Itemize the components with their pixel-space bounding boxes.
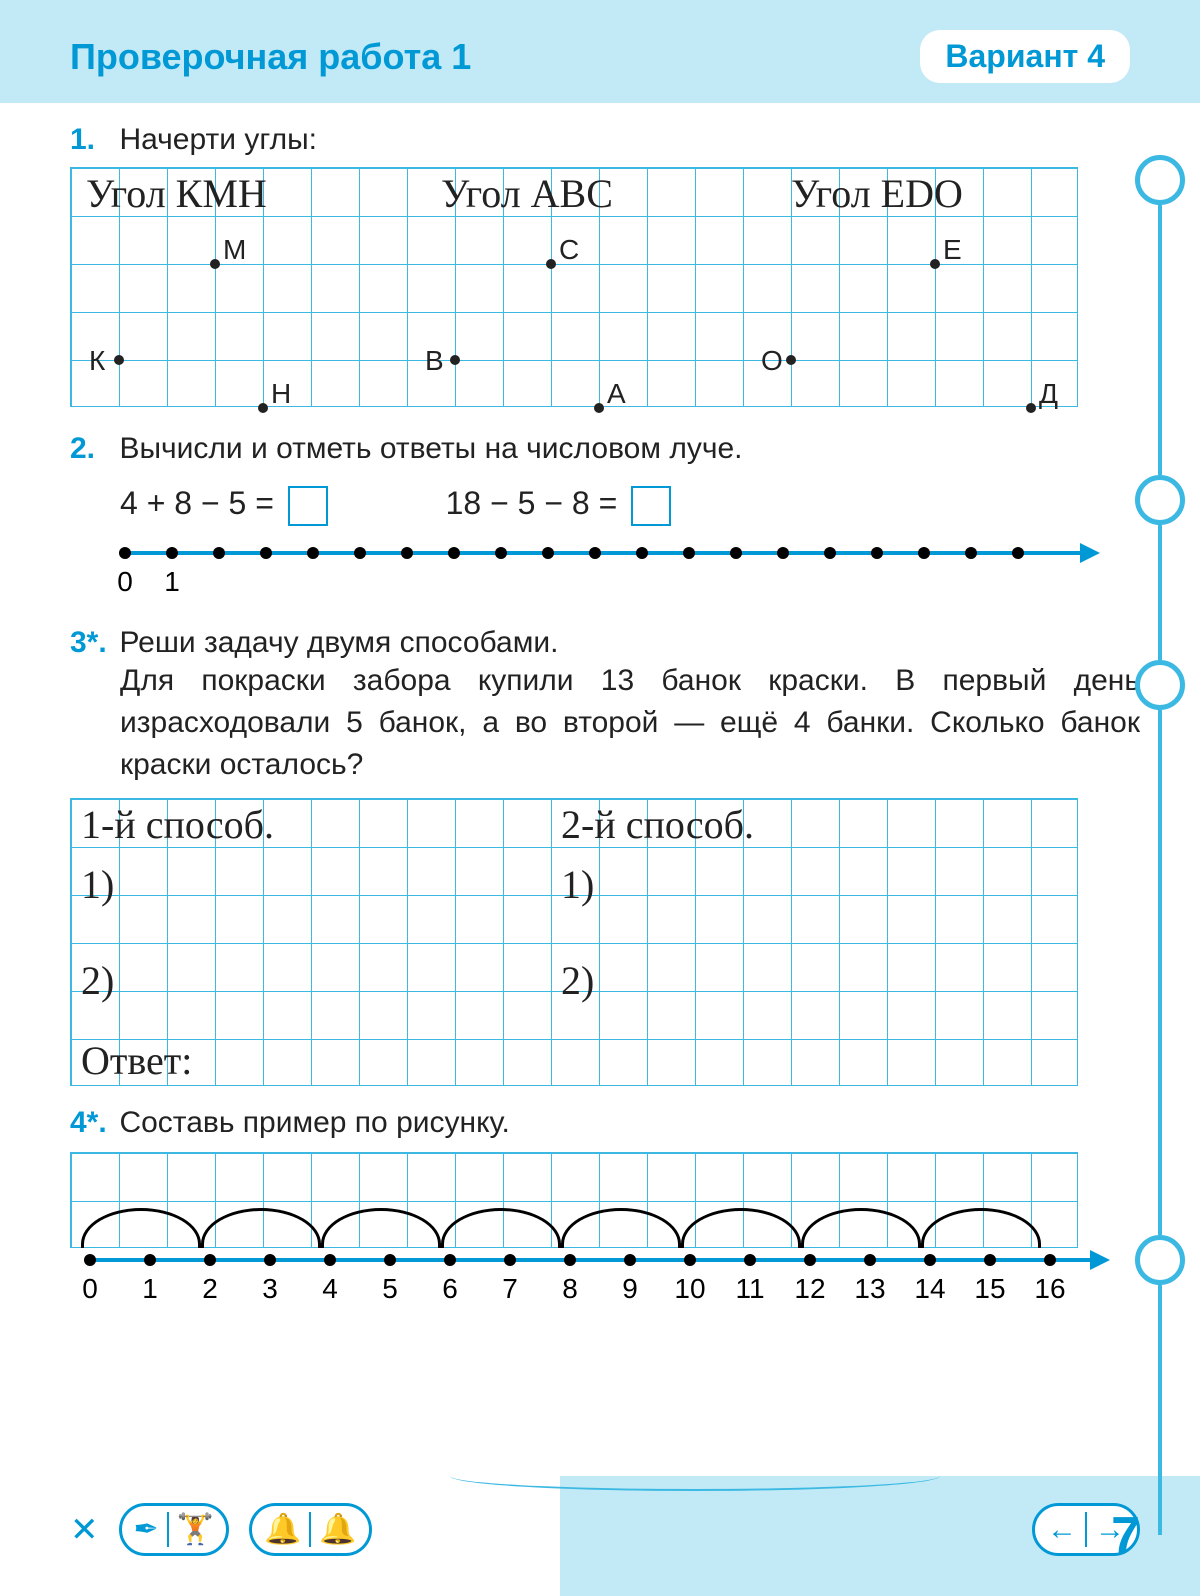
point-dot [114,355,124,365]
numline-label: 0 [117,566,133,598]
arc [921,1208,1041,1248]
point-dot [210,259,220,269]
bell-happy-icon: 🔔 [264,1512,301,1547]
numline-label: 6 [442,1273,458,1305]
point-label: О [761,345,783,377]
numline-label: 9 [622,1273,638,1305]
footer: ✕ ✒ 🏋 🔔 🔔 ← → 7 [70,1503,1140,1556]
task4-grid [70,1152,1078,1248]
arrow-left-icon[interactable]: ← [1047,1513,1077,1547]
task-2: 2. Вычисли и отметь ответы на числовом л… [70,432,1140,601]
butterfly-icon: ✕ [70,1510,99,1550]
feather-icon: ✒ [134,1512,159,1547]
side-circle [1135,1235,1185,1285]
arc [561,1208,681,1248]
numline-label: 4 [322,1273,338,1305]
point-dot [546,259,556,269]
numline-label: 1 [164,566,180,598]
point-label: К [89,345,105,377]
arc [801,1208,921,1248]
side-circle [1135,660,1185,710]
cursive-label: 2-й способ. [561,801,754,848]
task1-grid: Угол КМН Угол АВС Угол ЕDО М К Н С В А Е О Д [70,167,1078,407]
numline-label: 7 [502,1273,518,1305]
task2-num: 2. [70,432,115,466]
cursive-label: 2) [81,957,114,1004]
task3-num: 3*. [70,626,115,660]
numline-label: 8 [562,1273,578,1305]
arc [201,1208,321,1248]
task4-numberline: 012345678910111213141516 [80,1248,1140,1308]
variant-badge: Вариант 4 [920,30,1130,83]
numline-label: 5 [382,1273,398,1305]
numline-label: 2 [202,1273,218,1305]
task-4: 4*. Составь пример по рисунку. 012345678… [70,1106,1140,1308]
task1-num: 1. [70,123,115,157]
point-dot [258,403,268,413]
task4-prompt: Составь пример по рисунку. [119,1106,509,1139]
header-title: Проверочная работа 1 [70,36,471,78]
point-dot [786,355,796,365]
point-label: Н [271,378,291,410]
numline-label: 10 [674,1273,705,1305]
task2-prompt: Вычисли и отметь ответы на числовом луче… [119,432,742,465]
numline-label: 16 [1034,1273,1065,1305]
numline-label: 3 [262,1273,278,1305]
answer-box-2[interactable] [631,486,671,526]
numline-label: 15 [974,1273,1005,1305]
task2-numberline: 01 [120,541,1140,601]
footer-squiggle [450,1461,940,1491]
cursive-label: Угол АВС [441,170,613,217]
page-header: Проверочная работа 1 Вариант 4 [0,0,1200,103]
cursive-label: 1-й способ. [81,801,274,848]
numline-label: 13 [854,1273,885,1305]
bell-sad-icon: 🔔 [319,1512,356,1547]
task3-prompt: Реши задачу двумя способами. [119,626,558,659]
pill-1: ✒ 🏋 [119,1503,230,1556]
cursive-label: Ответ: [81,1037,192,1084]
task-1: 1. Начерти углы: Угол КМН Угол АВС Угол ЕD… [70,123,1140,407]
arc [441,1208,561,1248]
side-circle [1135,475,1185,525]
weightlift-icon: 🏋 [177,1512,214,1547]
cursive-label: Угол КМН [86,170,267,217]
arc [321,1208,441,1248]
cursive-label: 1) [81,861,114,908]
answer-box-1[interactable] [288,486,328,526]
point-dot [594,403,604,413]
cursive-label: Угол ЕDО [791,170,963,217]
numline-label: 14 [914,1273,945,1305]
task2-eq1: 4 + 8 − 5 = [120,485,274,521]
task-3: 3*. Реши задачу двумя способами. Для пок… [70,626,1140,1086]
side-circle [1135,155,1185,205]
numline-label: 11 [735,1273,764,1305]
point-dot [1026,403,1036,413]
point-label: В [425,345,444,377]
cursive-label: 2) [561,957,594,1004]
numline-label: 0 [82,1273,98,1305]
task2-eq2: 18 − 5 − 8 = [446,485,618,521]
point-label: Д [1039,378,1058,410]
page-number: 7 [1111,1506,1140,1566]
cursive-label: 1) [561,861,594,908]
point-dot [450,355,460,365]
point-label: Е [943,234,962,266]
point-label: М [223,234,246,266]
task1-prompt: Начерти углы: [119,123,317,156]
pill-2: 🔔 🔔 [249,1503,372,1556]
content: 1. Начерти углы: Угол КМН Угол АВС Угол ЕD… [0,103,1200,1343]
point-label: С [559,234,579,266]
numline-label: 1 [142,1273,158,1305]
arc [681,1208,801,1248]
task4-num: 4*. [70,1106,115,1140]
numline-label: 12 [794,1273,825,1305]
task3-grid: 1-й способ. 2-й способ. 1) 1) 2) 2) Ответ: [70,798,1078,1086]
arc [81,1208,201,1248]
task3-body: Для покраски забора купили 13 банок крас… [120,660,1140,786]
point-label: А [607,378,626,410]
point-dot [930,259,940,269]
